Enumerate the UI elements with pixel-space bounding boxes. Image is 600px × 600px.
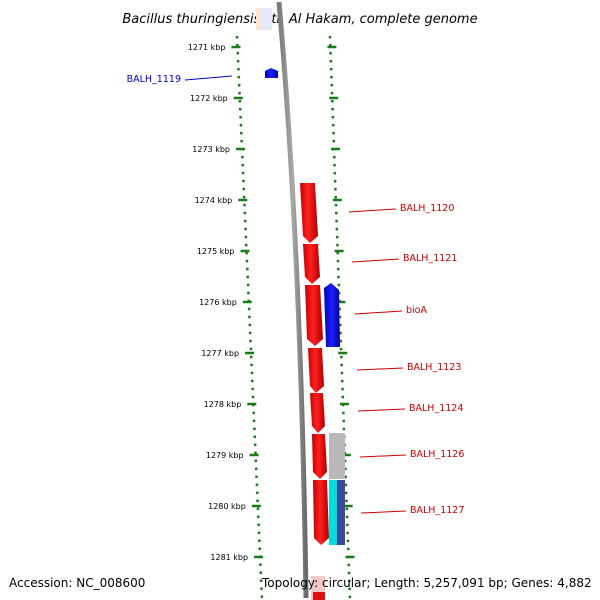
gene-balh-1124[interactable]: [310, 393, 325, 433]
gene-label-balh-1120[interactable]: BALH_1120: [400, 203, 454, 214]
tick-label: 1271 kbp: [188, 43, 226, 52]
gene-label-balh-1127[interactable]: BALH_1127: [410, 505, 464, 516]
gene-labels: BALH_1119 BALH_1120 BALH_1121 bioA BALH_1123…: [127, 74, 465, 516]
gene-balh-1121[interactable]: [303, 244, 320, 284]
gene-label-balh-1123[interactable]: BALH_1123: [407, 362, 461, 373]
tick-label: 1277 kbp: [201, 349, 239, 358]
map-title: Bacillus thuringiensis str. Al Hakam, co…: [122, 12, 477, 27]
top-overlay-mark: [262, 8, 272, 30]
tick-label: 1272 kbp: [190, 94, 228, 103]
gene-label-leader: [359, 454, 407, 458]
tick-label: 1279 kbp: [206, 451, 244, 460]
gene-label-leader: [360, 510, 407, 514]
overlay-navy-track: [337, 480, 345, 545]
bottom-gene-mark: [313, 592, 325, 600]
gene-label-bioa[interactable]: bioA: [406, 305, 427, 316]
gene-label-leader: [348, 208, 397, 213]
gene-bioa-forward[interactable]: [305, 285, 323, 346]
gene-bioa[interactable]: [324, 283, 340, 347]
topology-text: Topology: circular; Length: 5,257,091 bp…: [261, 576, 592, 590]
overlay-gray-track: [329, 433, 345, 479]
genome-backbone: [276, 1, 309, 599]
tick-dotted-lines: [235, 35, 352, 600]
tick-label: 1273 kbp: [192, 145, 230, 154]
gene-label-leader: [351, 258, 400, 263]
gene-features: [265, 68, 345, 600]
gene-label-leader: [356, 367, 404, 371]
tick-label: 1275 kbp: [197, 247, 235, 256]
tick-label: 1276 kbp: [199, 298, 237, 307]
tick-label: 1280 kbp: [208, 502, 246, 511]
gene-label-balh-1119[interactable]: BALH_1119: [127, 74, 181, 85]
gene-label-balh-1126[interactable]: BALH_1126: [410, 449, 464, 460]
gene-balh-1120[interactable]: [300, 183, 318, 243]
gene-label-leader: [357, 408, 406, 412]
overlay-cyan-track: [329, 480, 337, 545]
gene-balh-1123[interactable]: [308, 348, 324, 393]
gene-label-balh-1124[interactable]: BALH_1124: [409, 403, 463, 414]
tick-dotted-line: [328, 35, 352, 600]
gene-balh-1126[interactable]: [312, 434, 327, 479]
tick-dotted-line: [235, 35, 264, 600]
gene-balh-1127[interactable]: [313, 480, 329, 545]
accession-text: Accession: NC_008600: [9, 576, 145, 590]
gene-label-leader: [354, 310, 403, 315]
gene-label-leader: [184, 75, 233, 81]
tick-label: 1274 kbp: [195, 196, 233, 205]
gene-label-balh-1121[interactable]: BALH_1121: [403, 253, 457, 264]
kbp-ticks: 1271 kbp 1272 kbp 1273 kbp 1274 kbp 1275 kbp…: [188, 43, 355, 562]
tick-label: 1281 kbp: [210, 553, 248, 562]
tick-label: 1278 kbp: [204, 400, 242, 409]
top-overlay-mark: [256, 8, 266, 30]
gene-balh-1119[interactable]: [265, 68, 278, 78]
